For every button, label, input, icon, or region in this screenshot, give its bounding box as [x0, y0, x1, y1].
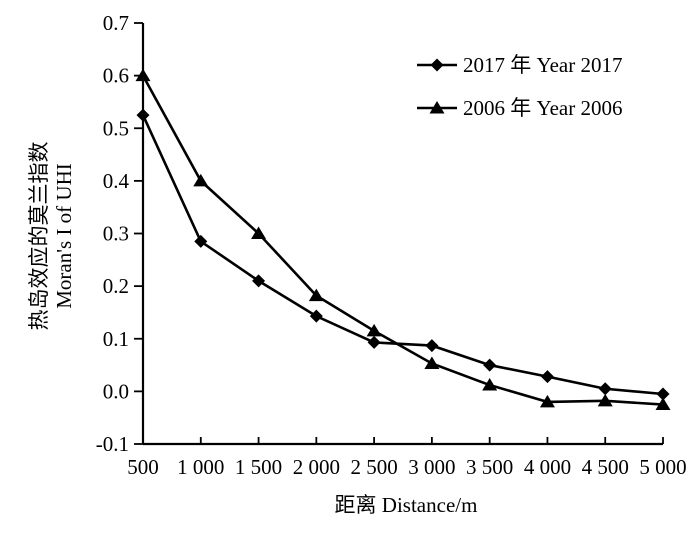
series-2006	[135, 68, 671, 411]
triangle-marker	[539, 394, 555, 408]
diamond-marker	[540, 370, 554, 384]
x-tick-label: 4 000	[524, 455, 571, 479]
x-axis-title: 距离 Distance/m	[335, 493, 478, 517]
x-tick-label: 3 000	[408, 455, 455, 479]
y-axis-title-zh: 热岛效应的莫兰指数	[27, 142, 51, 331]
triangle-marker	[597, 393, 613, 407]
y-tick-label: 0.0	[103, 379, 129, 403]
y-tick-label: 0.3	[103, 222, 129, 246]
triangle-marker	[482, 378, 498, 391]
diamond-marker	[425, 339, 439, 353]
y-axis-title-en: Moran's I of UHI	[52, 163, 76, 309]
x-tick-label: 5 000	[639, 455, 686, 479]
x-tick-label: 2 500	[350, 455, 397, 479]
diamond-marker	[598, 382, 612, 396]
legend-diamond-icon	[430, 58, 444, 72]
y-tick-label: 0.6	[103, 64, 129, 88]
y-tick-label: 0.7	[103, 11, 129, 35]
triangle-marker	[251, 226, 267, 239]
diamond-marker	[367, 335, 381, 349]
x-tick-label: 1 000	[177, 455, 224, 479]
diamond-marker	[309, 309, 323, 323]
legend-label: 2006 年 Year 2006	[463, 96, 622, 120]
legend-item-2017: 2017 年 Year 2017	[417, 53, 622, 77]
series-line	[141, 74, 664, 406]
y-tick-label: 0.1	[103, 327, 129, 351]
triangle-marker	[424, 356, 440, 369]
legend-triangle-icon	[429, 101, 445, 114]
diamond-marker	[656, 387, 670, 401]
legend: 2017 年 Year 2017 2006 年 Year 2006	[417, 53, 622, 120]
y-tick-label: 0.5	[103, 116, 129, 140]
triangle-marker	[193, 173, 209, 187]
diamond-marker	[194, 234, 208, 248]
y-tick-label: 0.4	[103, 169, 130, 193]
triangle-marker	[135, 68, 151, 82]
diamond-marker	[136, 108, 150, 122]
triangle-marker	[366, 323, 382, 337]
legend-item-2006: 2006 年 Year 2006	[417, 96, 622, 120]
triangle-marker	[308, 288, 324, 302]
x-tick-label: 1 500	[235, 455, 282, 479]
series-2017	[136, 108, 670, 401]
diamond-marker	[483, 358, 497, 372]
diamond-marker	[252, 274, 266, 288]
x-tick-label: 2 000	[293, 455, 340, 479]
triangle-marker	[655, 397, 671, 411]
series-line	[141, 114, 664, 396]
x-tick-label: 500	[127, 455, 159, 479]
legend-label: 2017 年 Year 2017	[463, 53, 622, 77]
x-tick-label: 3 500	[466, 455, 513, 479]
y-tick-label: 0.2	[103, 274, 129, 298]
y-tick-label: -0.1	[96, 432, 129, 456]
x-tick-label: 4 500	[582, 455, 629, 479]
